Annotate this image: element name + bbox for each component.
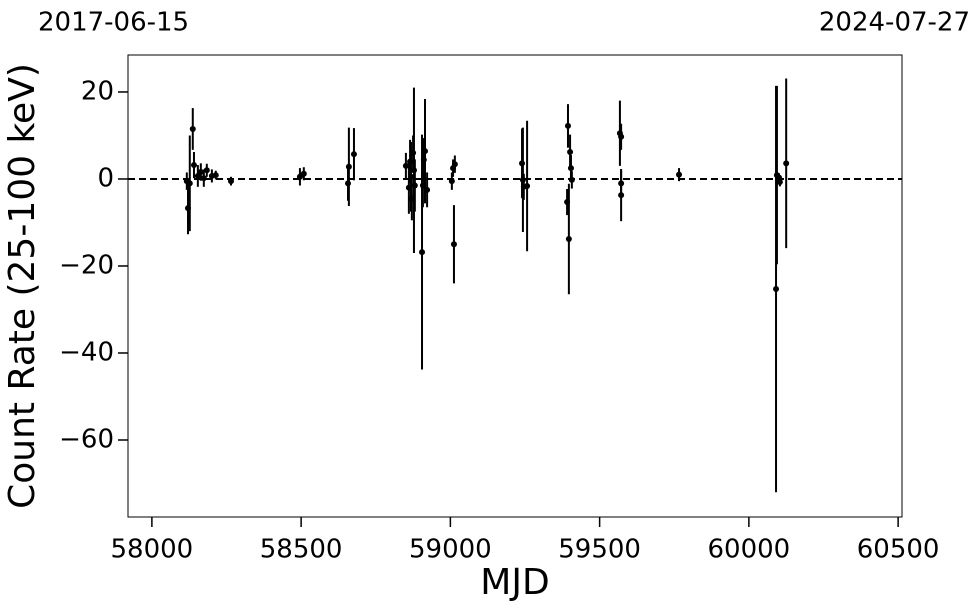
start-date: 2017-06-15 bbox=[38, 8, 189, 38]
data-point bbox=[227, 178, 234, 185]
data-point bbox=[565, 236, 572, 243]
data-point bbox=[402, 162, 409, 169]
data-point bbox=[212, 172, 219, 179]
data-point bbox=[567, 165, 574, 172]
data-point bbox=[350, 151, 357, 158]
data-point bbox=[200, 175, 207, 182]
data-point bbox=[203, 167, 210, 174]
data-point bbox=[419, 249, 426, 256]
data-point bbox=[422, 148, 429, 155]
data-point bbox=[197, 169, 204, 176]
x-axis-label: MJD bbox=[480, 562, 549, 603]
data-point bbox=[618, 192, 625, 199]
x-tick-label: 60000 bbox=[708, 535, 791, 565]
data-point bbox=[300, 170, 307, 177]
data-point bbox=[190, 162, 197, 169]
data-point bbox=[424, 186, 431, 193]
end-date: 2024-07-27 bbox=[819, 8, 970, 38]
data-point bbox=[564, 122, 571, 129]
data-point bbox=[345, 163, 352, 170]
x-tick-label: 59000 bbox=[409, 535, 492, 565]
x-tick-label: 59500 bbox=[558, 535, 641, 565]
data-point bbox=[776, 179, 783, 186]
data-point bbox=[451, 161, 458, 168]
data-point bbox=[524, 182, 531, 189]
data-point bbox=[448, 178, 455, 185]
y-tick-label: −20 bbox=[59, 250, 114, 280]
x-tick-label: 58000 bbox=[111, 535, 194, 565]
y-tick-label: −60 bbox=[59, 425, 114, 455]
y-tick-label: 0 bbox=[97, 163, 114, 193]
y-tick-label: −40 bbox=[59, 337, 114, 367]
x-tick-label: 60500 bbox=[857, 535, 940, 565]
data-point bbox=[618, 133, 625, 140]
data-point bbox=[411, 182, 418, 189]
x-tick-label: 58500 bbox=[260, 535, 343, 565]
data-point bbox=[189, 125, 196, 132]
y-tick-label: 20 bbox=[81, 76, 114, 106]
data-point bbox=[773, 286, 780, 293]
data-point bbox=[676, 171, 683, 178]
y-axis-label: Count Rate (25-100 keV) bbox=[2, 63, 43, 509]
data-point bbox=[783, 160, 790, 167]
data-point bbox=[567, 149, 574, 156]
plot-frame bbox=[127, 54, 903, 518]
data-point bbox=[568, 176, 575, 183]
data-point bbox=[186, 180, 193, 187]
data-point bbox=[450, 241, 457, 248]
